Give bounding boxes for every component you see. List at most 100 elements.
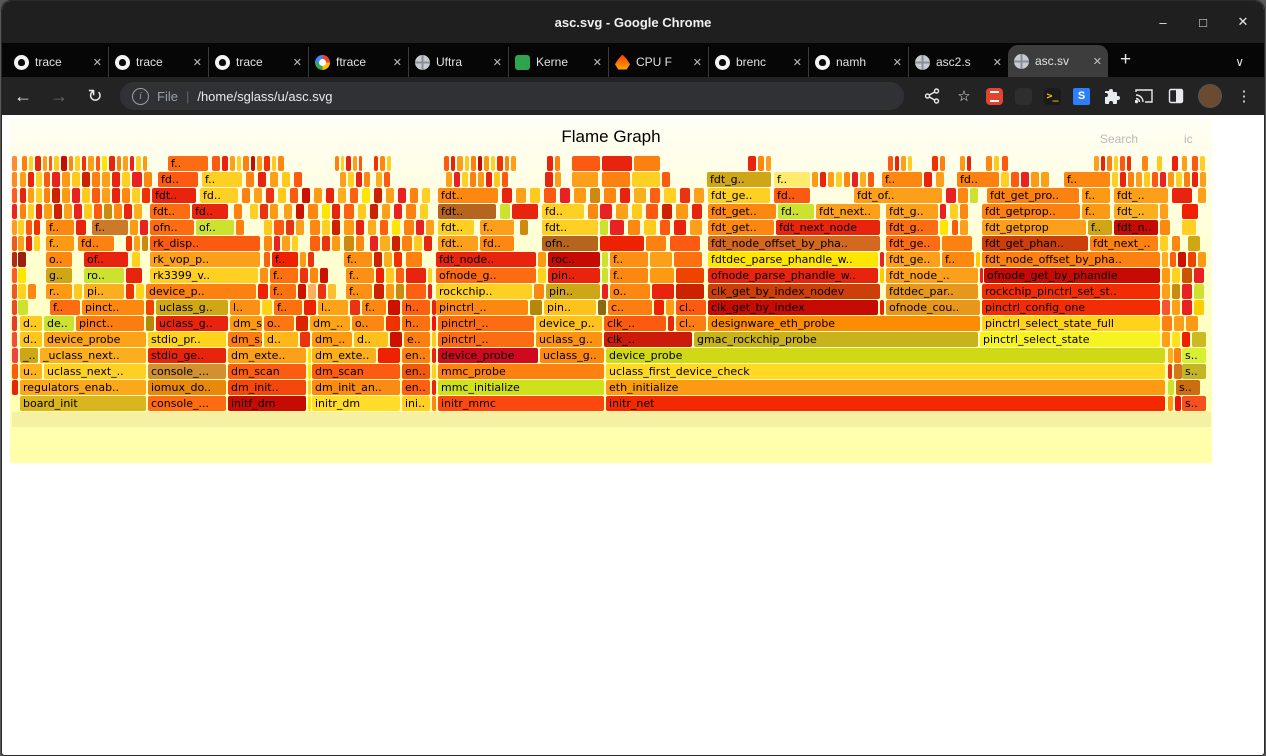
flame-segment[interactable] bbox=[940, 156, 945, 171]
flame-segment[interactable] bbox=[1198, 252, 1206, 267]
flame-segment[interactable] bbox=[497, 156, 503, 171]
flame-segment[interactable] bbox=[432, 396, 436, 411]
flame-segment[interactable] bbox=[364, 172, 370, 187]
flame-segment[interactable]: fdt_next.. bbox=[816, 204, 880, 219]
flame-segment[interactable] bbox=[1107, 156, 1112, 171]
flame-segment[interactable] bbox=[1168, 396, 1173, 411]
flame-segment[interactable] bbox=[74, 284, 82, 299]
tab-close-icon[interactable]: ✕ bbox=[792, 56, 802, 69]
flame-segment[interactable] bbox=[1174, 364, 1182, 379]
flame-segment[interactable] bbox=[36, 172, 42, 187]
flame-segment[interactable] bbox=[117, 156, 121, 171]
flame-segment[interactable] bbox=[126, 236, 132, 251]
flame-segment[interactable]: fdt_node_offset_by_pha.. bbox=[982, 252, 1160, 267]
flame-segment[interactable] bbox=[432, 316, 436, 331]
flame-segment[interactable]: fdt.. bbox=[150, 204, 190, 219]
flame-segment[interactable] bbox=[1127, 156, 1131, 171]
flame-segment[interactable] bbox=[1144, 172, 1150, 187]
flame-segment[interactable] bbox=[828, 172, 834, 187]
flame-segment[interactable] bbox=[572, 156, 600, 171]
tab-close-icon[interactable]: ✕ bbox=[992, 56, 1002, 69]
flame-segment[interactable] bbox=[12, 156, 17, 171]
flame-segment[interactable] bbox=[270, 204, 278, 219]
flame-segment[interactable]: clk_.. bbox=[604, 316, 666, 331]
flame-segment[interactable]: fdt_node_offset_by_pha.. bbox=[708, 236, 880, 251]
flame-segment[interactable] bbox=[432, 380, 436, 395]
flame-segment[interactable] bbox=[1120, 172, 1126, 187]
flame-segment[interactable] bbox=[1188, 236, 1200, 251]
flame-segment[interactable]: rk_disp.. bbox=[150, 236, 260, 251]
flame-segment[interactable] bbox=[356, 220, 364, 235]
flame-segment[interactable]: f.. bbox=[346, 284, 372, 299]
flame-segment[interactable] bbox=[432, 348, 436, 363]
flame-segment[interactable] bbox=[1184, 172, 1190, 187]
flame-segment[interactable]: f.. bbox=[1082, 204, 1110, 219]
flame-segment[interactable]: f.. bbox=[92, 220, 128, 235]
flame-segment[interactable]: f.. bbox=[50, 300, 80, 315]
flame-segment[interactable] bbox=[260, 268, 268, 283]
info-icon[interactable]: i bbox=[132, 87, 149, 105]
flame-segment[interactable]: initr_mmc bbox=[438, 396, 604, 411]
flame-segment[interactable] bbox=[432, 332, 436, 347]
terminal-extension-icon[interactable]: >_ bbox=[1044, 87, 1061, 105]
flame-segment[interactable]: fdt.. bbox=[542, 220, 598, 235]
flame-segment[interactable] bbox=[1178, 252, 1186, 267]
flame-segment[interactable] bbox=[274, 236, 280, 251]
flame-segment[interactable] bbox=[1182, 268, 1192, 283]
flame-segment[interactable] bbox=[130, 156, 134, 171]
flame-segment[interactable]: console_... bbox=[148, 364, 226, 379]
flame-segment[interactable]: ini.. bbox=[402, 396, 430, 411]
flame-segment[interactable]: l.. bbox=[230, 300, 260, 315]
flame-segment[interactable] bbox=[960, 220, 968, 235]
flame-segment[interactable] bbox=[936, 172, 944, 187]
flame-segment[interactable] bbox=[478, 172, 484, 187]
flame-segment[interactable]: d.. bbox=[354, 332, 388, 347]
flame-segment[interactable] bbox=[404, 220, 414, 235]
flame-segment[interactable] bbox=[102, 188, 110, 203]
flame-segment[interactable]: mmc_probe bbox=[438, 364, 604, 379]
flame-segment[interactable] bbox=[350, 188, 358, 203]
flame-segment[interactable] bbox=[359, 156, 362, 171]
flame-segment[interactable] bbox=[344, 220, 354, 235]
flame-segment[interactable]: fd.. bbox=[158, 172, 198, 187]
flame-segment[interactable] bbox=[602, 156, 632, 171]
flame-segment[interactable] bbox=[1021, 172, 1029, 187]
flame-segment[interactable] bbox=[666, 300, 674, 315]
flame-segment[interactable] bbox=[62, 188, 70, 203]
flame-segment[interactable] bbox=[296, 316, 308, 331]
flame-segment[interactable] bbox=[308, 204, 318, 219]
flame-segment[interactable]: h.. bbox=[402, 300, 430, 315]
flame-segment[interactable]: fdt.. bbox=[438, 236, 478, 251]
flame-segment[interactable] bbox=[422, 188, 430, 203]
flame-segment[interactable] bbox=[1152, 172, 1158, 187]
flame-segment[interactable]: fdt_ge.. bbox=[886, 236, 940, 251]
flame-segment[interactable] bbox=[610, 220, 624, 235]
flame-segment[interactable] bbox=[470, 172, 476, 187]
flame-segment[interactable] bbox=[1200, 172, 1206, 187]
flame-segment[interactable] bbox=[544, 188, 556, 203]
flame-segment[interactable] bbox=[20, 204, 26, 219]
flame-segment[interactable]: pi.. bbox=[84, 284, 124, 299]
flame-segment[interactable] bbox=[308, 252, 314, 267]
flame-segment[interactable]: roc.. bbox=[548, 252, 600, 267]
new-tab-button[interactable]: + bbox=[1120, 49, 1132, 70]
flame-segment[interactable] bbox=[1182, 284, 1192, 299]
flame-segment[interactable] bbox=[1162, 332, 1170, 347]
flame-segment[interactable] bbox=[12, 204, 17, 219]
flame-segment[interactable] bbox=[44, 188, 50, 203]
flame-segment[interactable] bbox=[380, 236, 390, 251]
flame-segment[interactable] bbox=[258, 172, 266, 187]
flame-segment[interactable]: pinct.. bbox=[82, 300, 144, 315]
flame-segment[interactable] bbox=[1170, 252, 1176, 267]
flame-segment[interactable] bbox=[94, 204, 102, 219]
flame-segment[interactable] bbox=[82, 188, 90, 203]
flame-segment[interactable]: rk3399_v.. bbox=[150, 268, 258, 283]
flame-segment[interactable] bbox=[758, 156, 764, 171]
flame-segment[interactable] bbox=[284, 204, 292, 219]
flame-segment[interactable] bbox=[310, 236, 320, 251]
flame-segment[interactable] bbox=[384, 252, 392, 267]
flame-segment[interactable]: ofnode_cou.. bbox=[886, 300, 980, 315]
flame-segment[interactable] bbox=[602, 252, 608, 267]
flame-segment[interactable] bbox=[1160, 204, 1168, 219]
flame-segment[interactable] bbox=[376, 172, 382, 187]
